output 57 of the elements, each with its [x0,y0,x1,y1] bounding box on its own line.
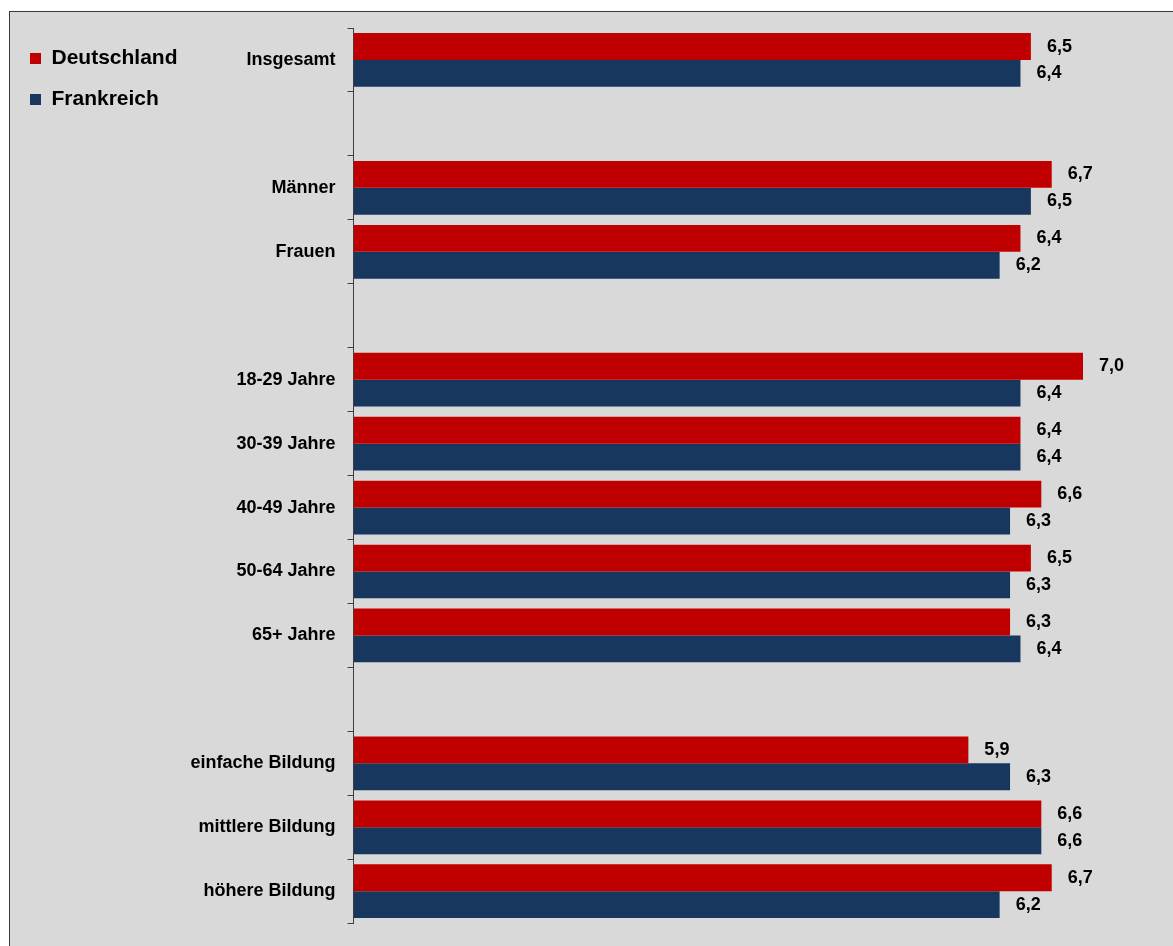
data-label: 6,6 [1057,829,1083,850]
bar [353,33,1031,60]
data-label: 6,5 [1046,190,1072,211]
bar [353,544,1031,572]
data-label: 6,7 [1067,866,1093,887]
y-tick-label: Insgesamt [246,48,336,69]
bar [353,443,1021,471]
bar [353,800,1042,828]
bar [353,187,1031,215]
bar [353,763,1011,791]
y-tick-label: Frauen [275,240,336,261]
data-label: 6,6 [1057,483,1083,504]
data-label: 6,7 [1067,163,1093,184]
data-label: 7,0 [1099,355,1125,376]
data-label: 5,9 [984,738,1010,759]
data-label: 6,2 [1015,254,1041,275]
data-label: 6,3 [1026,509,1052,530]
bar [353,635,1021,663]
bar [353,379,1021,407]
bar [353,864,1052,892]
data-label: 6,4 [1036,62,1062,83]
y-tick-label: 50-64 Jahre [236,560,336,581]
y-tick-label: höhere Bildung [203,880,336,901]
y-tick-label: mittlere Bildung [198,816,336,837]
y-tick-label: 18-29 Jahre [236,368,336,389]
y-tick-label: einfache Bildung [190,752,336,773]
bar [353,251,1000,279]
bar [353,736,969,764]
bar [353,827,1042,855]
y-tick-label: 30-39 Jahre [236,432,336,453]
data-label: 6,4 [1036,419,1062,440]
data-label: 6,6 [1057,802,1083,823]
y-tick-label: Männer [271,176,336,197]
data-label: 6,4 [1036,637,1062,658]
bar [353,161,1052,188]
y-tick-label: 65+ Jahre [251,624,336,645]
bar [353,891,1000,919]
data-label: 6,5 [1046,35,1072,56]
bar [353,352,1083,380]
bar [353,480,1042,508]
data-label: 6,3 [1026,573,1052,594]
bar [353,608,1011,636]
data-label: 6,5 [1046,547,1072,568]
bar [353,416,1021,444]
legend-label: Frankreich [51,86,159,110]
data-label: 6,2 [1015,893,1041,914]
bar [353,571,1011,599]
bar [353,59,1021,87]
data-label: 6,3 [1026,611,1052,631]
y-tick-label: 40-49 Jahre [236,496,336,517]
data-label: 6,4 [1036,446,1062,467]
legend-label: Deutschland [51,45,178,69]
data-label: 6,4 [1036,382,1062,403]
data-label: 6,3 [1026,765,1052,786]
bar [353,224,1021,252]
bar [353,507,1011,535]
data-label: 6,4 [1036,227,1062,248]
